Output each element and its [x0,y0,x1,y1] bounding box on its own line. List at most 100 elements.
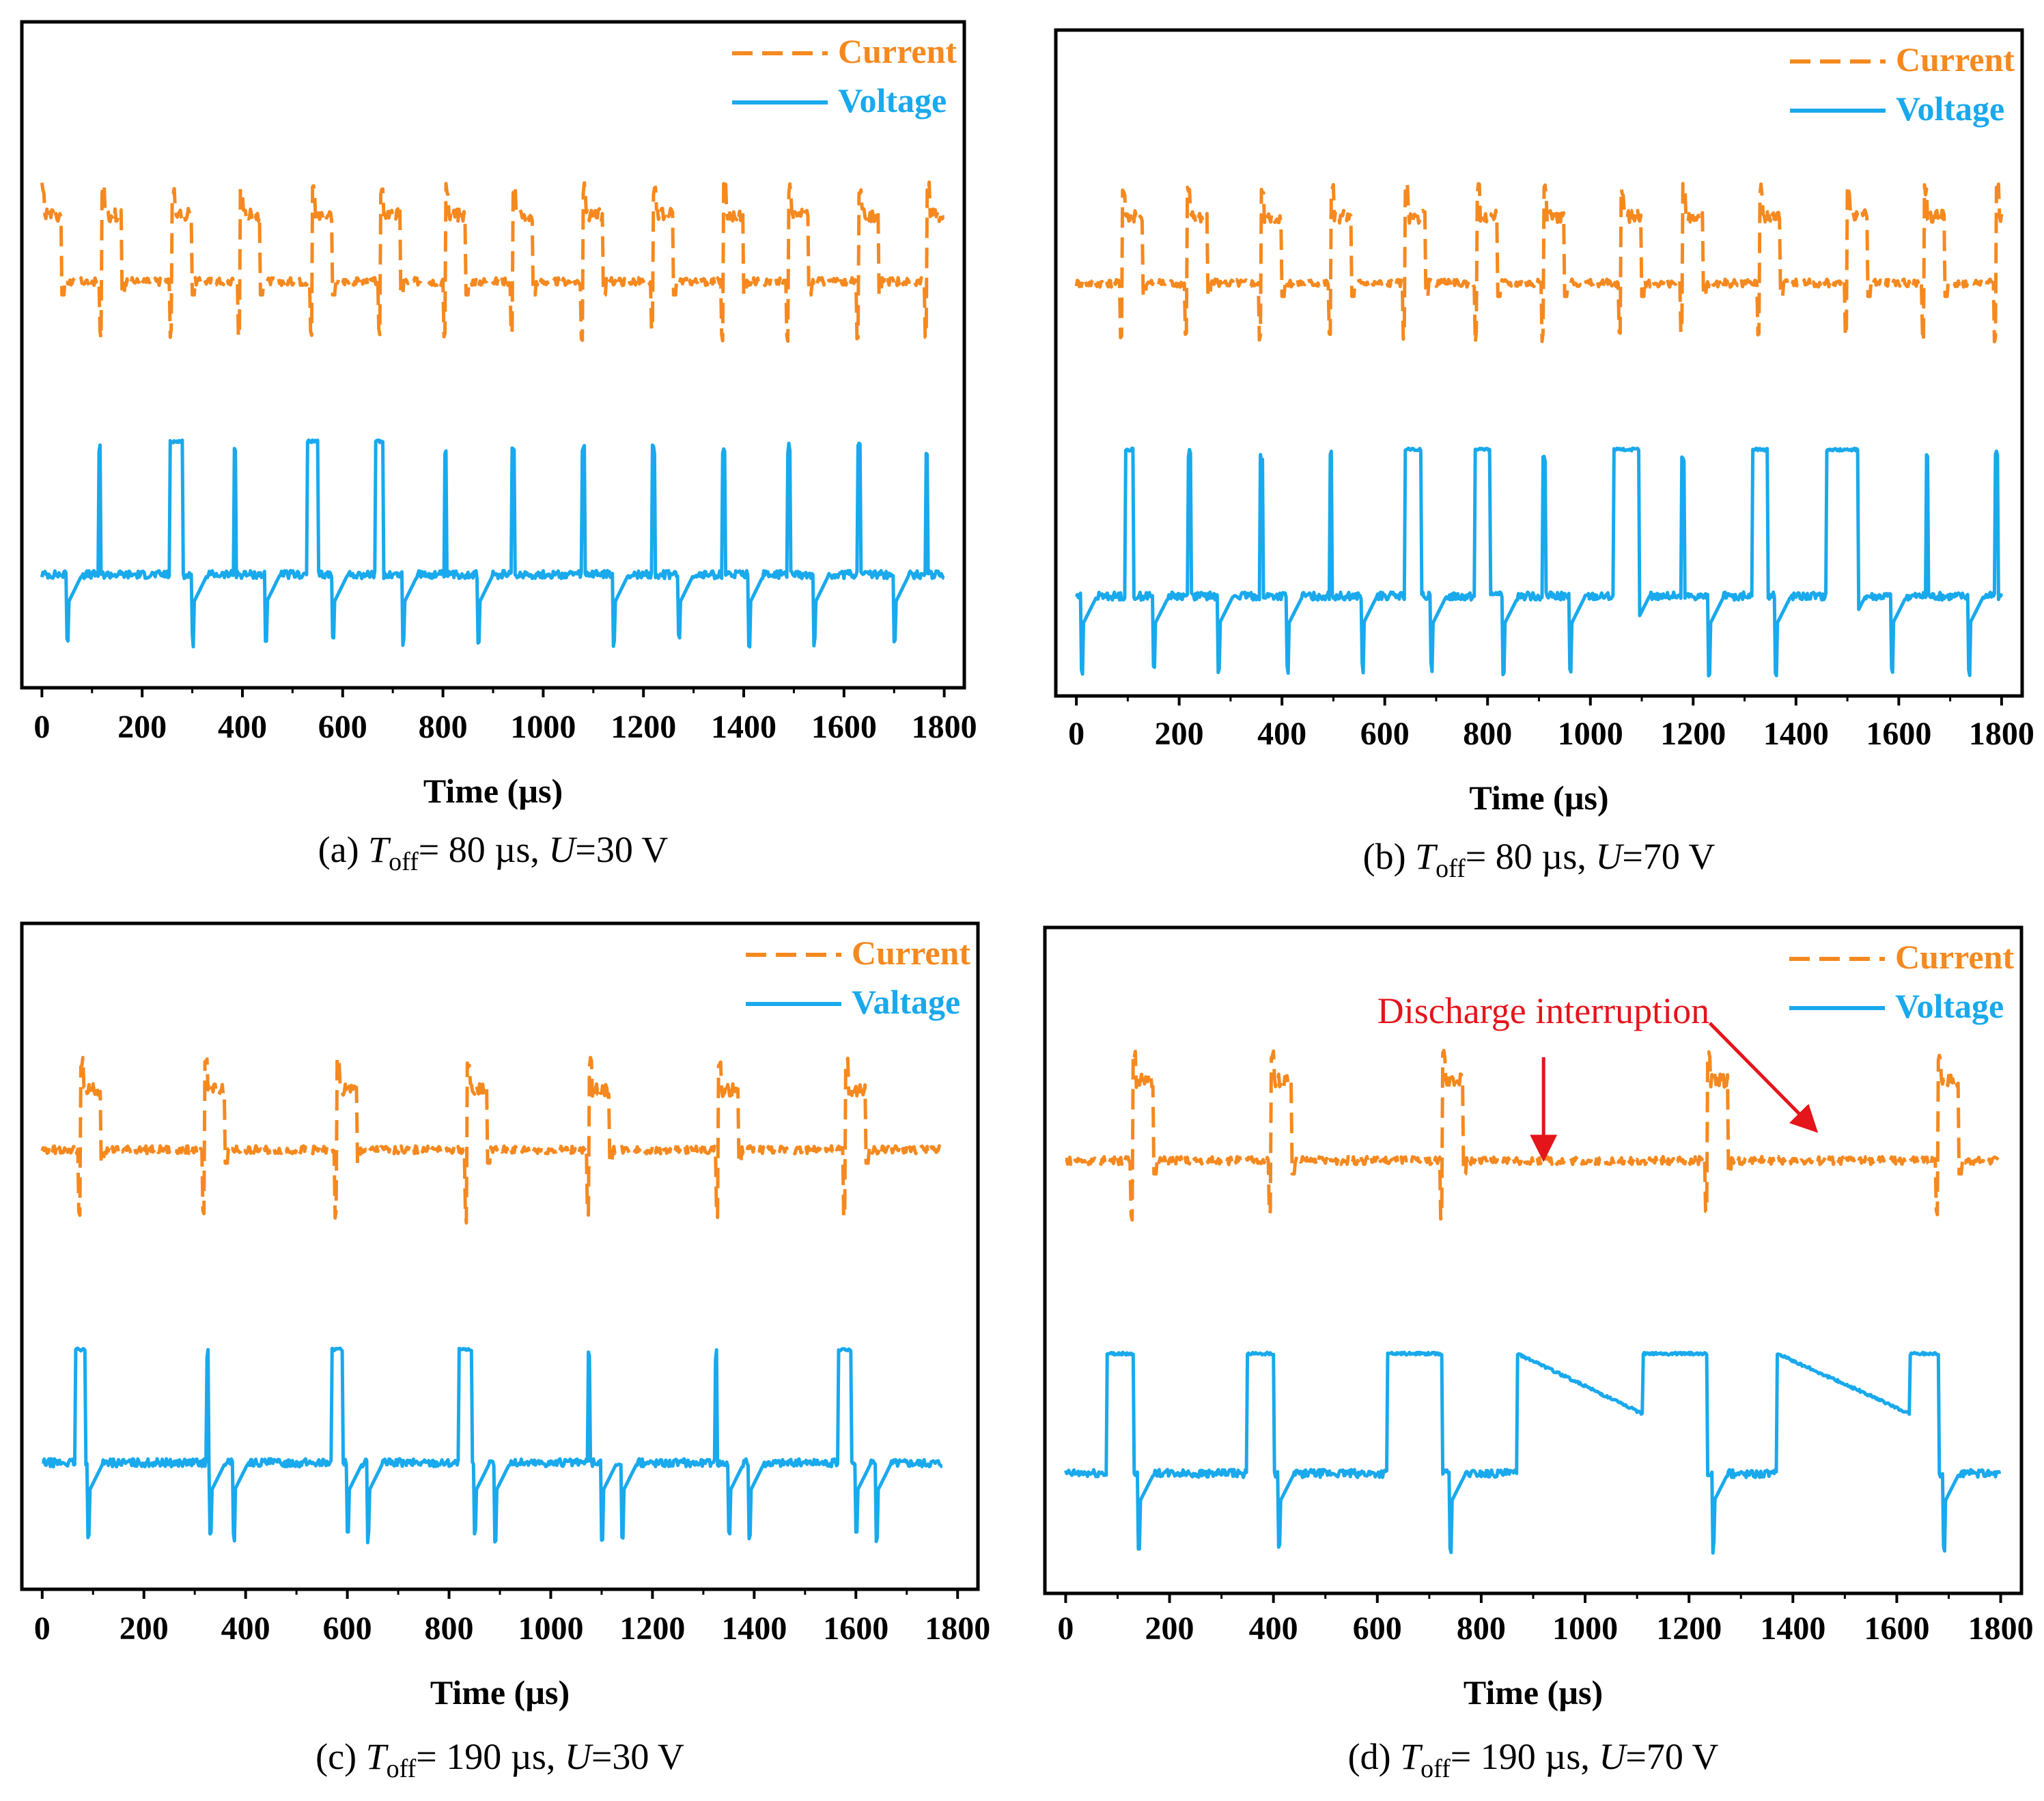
x-axis-label: Time (µs) [1464,1673,1603,1712]
x-tick-label: 600 [1353,1610,1402,1647]
x-tick-label: 200 [117,709,167,745]
caption-part: = 190 µs, [416,1736,565,1777]
legend-label: Valtage [852,983,960,1021]
caption-part: U [1599,1736,1627,1777]
panel-caption: (b) Toff= 80 µs, U=70 V [1363,836,1716,883]
x-axis: 0 200 400 600 800 1000 1200 1400 1600 1800 [1068,696,2034,752]
x-tick-label: 1800 [1969,716,2034,752]
x-tick-label: 1800 [925,1610,990,1647]
current-series-line [40,180,945,343]
current-series-line [1074,182,2004,345]
x-tick-label: 1400 [1763,716,1829,752]
x-tick-label: 1600 [1864,1610,1929,1647]
x-tick-label: 400 [221,1610,270,1647]
caption-part: T [366,1736,389,1777]
x-tick-label: 1200 [611,709,676,745]
panel-d: 0 200 400 600 800 1000 1200 1400 1600 1800 Time (µ… [1043,925,2034,1783]
x-tick-label: 0 [1068,716,1084,752]
x-tick-label: 400 [218,709,267,745]
x-tick-label: 600 [1360,716,1410,752]
panel-c: 0 200 400 600 800 1000 1200 1400 1600 1800 Time (µ… [20,921,990,1783]
caption-part: U [548,829,577,870]
caption-part: off [387,1755,417,1783]
legend-label: Voltage [1895,987,2004,1025]
x-tick-label: 0 [1057,1610,1074,1647]
caption-part: = 80 µs, [419,829,549,870]
legend: Current Voltage [732,32,957,120]
legend-label: Current [852,934,970,972]
panel-b: 0 200 400 600 800 1000 1200 1400 1600 1800 Time (µ… [1054,28,2034,883]
annotation-text: Discharge interruption [1377,990,1709,1031]
caption-part: T [368,829,391,870]
x-tick-label: 1600 [823,1610,888,1647]
caption-part: =70 V [1622,836,1715,877]
x-axis: 0 200 400 600 800 1000 1200 1400 1600 1800 [33,688,977,745]
x-tick-label: 1800 [912,709,977,745]
caption-part: (a) [318,829,368,870]
caption-part: = 80 µs, [1466,836,1596,877]
caption-part: = 190 µs, [1451,1736,1599,1777]
legend-label: Voltage [838,81,947,120]
caption-part: =30 V [575,829,668,870]
caption-part: U [1595,836,1624,877]
x-tick-label: 1000 [1552,1610,1618,1647]
x-tick-label: 0 [34,1610,51,1647]
x-tick-label: 1600 [811,709,877,745]
x-tick-label: 1000 [1558,716,1623,752]
caption-part: off [389,848,419,876]
legend: Current Valtage [746,934,970,1021]
caption-part: (d) [1348,1736,1400,1777]
x-tick-label: 400 [1249,1610,1298,1647]
caption-part: U [565,1736,593,1777]
x-tick-label: 1000 [518,1610,583,1647]
voltage-series-line [40,438,945,649]
annotation-arrow [1708,1022,1819,1133]
caption-part: =30 V [591,1736,684,1777]
x-tick-label: 400 [1257,716,1306,752]
legend-label: Current [1895,938,2014,976]
x-tick-label: 200 [1145,1610,1194,1647]
x-tick-label: 200 [120,1610,169,1647]
x-tick-label: 1400 [721,1610,787,1647]
annotation: Discharge interruption [1377,990,1819,1162]
voltage-series-line [41,1346,943,1545]
x-axis-label: Time (µs) [430,1673,570,1712]
x-tick-label: 1400 [711,709,776,745]
caption-part: off [1420,1755,1451,1783]
x-tick-label: 1000 [510,709,576,745]
panel-caption: (d) Toff= 190 µs, U=70 V [1348,1736,1719,1783]
legend-label: Current [838,32,957,70]
voltage-series-line [1074,446,2004,678]
x-tick-label: 1600 [1866,716,1931,752]
x-axis-label: Time (µs) [423,772,563,810]
x-tick-label: 1200 [1660,716,1726,752]
panel-a: 0 200 400 600 800 1000 1200 1400 1600 1800 Time (µ… [20,20,977,876]
panel-caption: (c) Toff= 190 µs, U=30 V [316,1736,684,1783]
legend: Current Voltage [1789,938,2014,1025]
x-tick-label: 800 [1463,716,1512,752]
x-tick-label: 1400 [1760,1610,1825,1647]
x-tick-label: 800 [1457,1610,1506,1647]
caption-part: (c) [316,1736,365,1777]
plot-frame [20,921,980,1591]
legend-label: Voltage [1896,89,2004,128]
caption-part: off [1436,854,1466,883]
x-tick-label: 600 [323,1610,372,1647]
caption-part: =70 V [1625,1736,1718,1777]
current-series-line [1065,1048,2003,1222]
x-axis-label: Time (µs) [1469,779,1608,817]
legend: Current Voltage [1790,40,2015,128]
x-axis: 0 200 400 600 800 1000 1200 1400 1600 1800 [34,1589,990,1647]
x-axis: 0 200 400 600 800 1000 1200 1400 1600 1800 [1057,1593,2034,1647]
x-tick-label: 800 [419,709,468,745]
x-tick-label: 1200 [619,1610,685,1647]
caption-part: (b) [1363,836,1415,877]
voltage-series-line [1064,1350,2002,1555]
x-tick-label: 1800 [1968,1610,2034,1647]
x-tick-label: 200 [1155,716,1204,752]
x-tick-label: 800 [425,1610,474,1647]
x-tick-label: 1200 [1656,1610,1722,1647]
caption-part: T [1415,836,1438,877]
caption-part: T [1400,1736,1423,1777]
